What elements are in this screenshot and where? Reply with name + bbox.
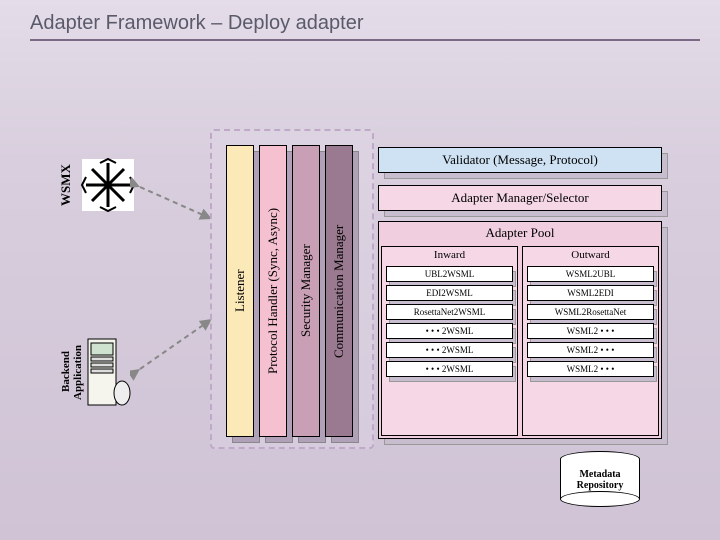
listener-bar-label: Listener <box>230 153 250 429</box>
wsmx-label: WSMX <box>58 157 74 213</box>
pool-cell-inward: EDI2WSML <box>386 285 513 301</box>
pool-cell-outward: WSML2RosettaNet <box>527 304 654 320</box>
pool-cell-outward: WSML2UBL <box>527 266 654 282</box>
validator-box: Validator (Message, Protocol) <box>378 147 662 173</box>
pool-cell-outward: WSML2EDI <box>527 285 654 301</box>
pool-cell-outward: WSML2 • • • <box>527 323 654 339</box>
pool-cell-outward: WSML2 • • • <box>527 361 654 377</box>
adapter-manager-box: Adapter Manager/Selector <box>378 185 662 211</box>
protocol-handler-bar-label: Protocol Handler (Sync, Async) <box>263 153 283 429</box>
security-manager-bar-label: Security Manager <box>296 153 316 429</box>
server-icon <box>84 337 132 407</box>
title-divider <box>30 39 700 41</box>
pool-col-outward: Outward WSML2UBL WSML2EDI WSML2RosettaNet W… <box>522 246 659 436</box>
pool-cell-inward: • • • 2WSML <box>386 342 513 358</box>
connector-arrows <box>130 169 220 389</box>
pool-cell-inward: • • • 2WSML <box>386 323 513 339</box>
diagram-canvas: WSMX BackendApplication Liste <box>0 49 720 529</box>
adapter-pool-title: Adapter Pool <box>379 222 661 244</box>
pool-cell-inward: • • • 2WSML <box>386 361 513 377</box>
pool-col-outward-head: Outward <box>523 247 658 263</box>
adapter-pool-box: Adapter Pool Inward UBL2WSML EDI2WSML Rose… <box>378 221 662 439</box>
page-title: Adapter Framework – Deploy adapter <box>30 12 700 35</box>
pool-col-inward-head: Inward <box>382 247 517 263</box>
backend-app-label: BackendApplication <box>60 337 84 407</box>
metadata-repository-icon: MetadataRepository <box>560 451 640 507</box>
pool-cell-outward: WSML2 • • • <box>527 342 654 358</box>
pool-cell-inward: UBL2WSML <box>386 266 513 282</box>
pool-cell-inward: RosettaNet2WSML <box>386 304 513 320</box>
communication-manager-bar-label: Communication Manager <box>329 153 349 429</box>
wsmx-logo-icon <box>80 157 136 213</box>
pool-col-inward: Inward UBL2WSML EDI2WSML RosettaNet2WSML • … <box>381 246 518 436</box>
